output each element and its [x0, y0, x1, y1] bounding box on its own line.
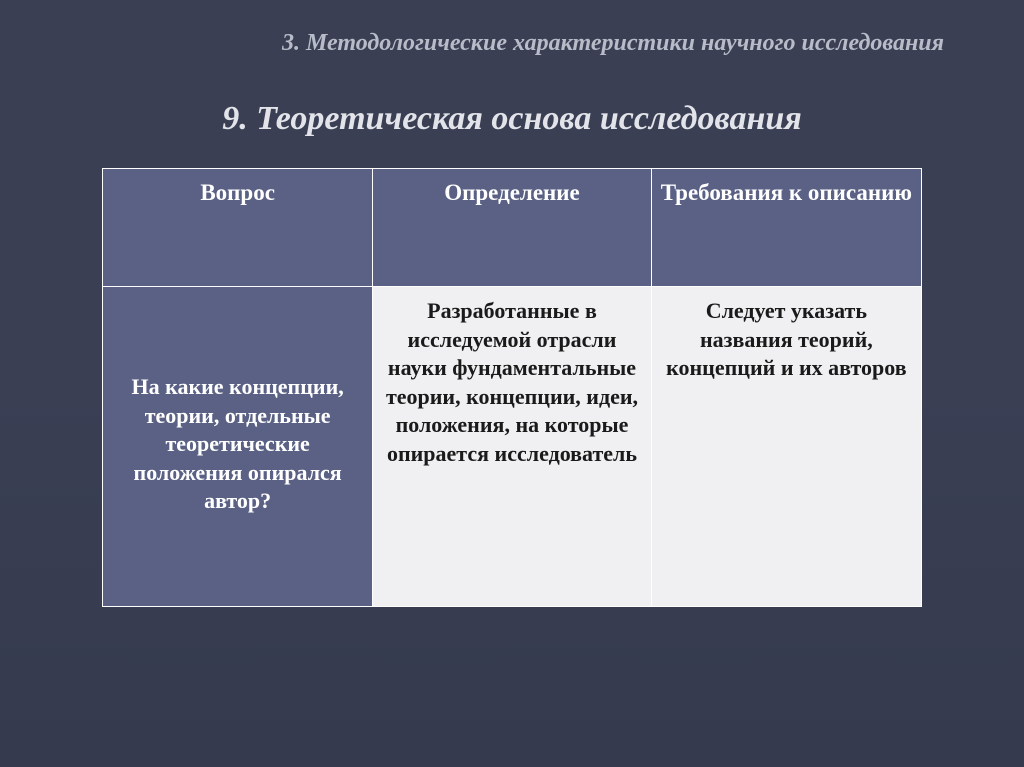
- table-container: Вопрос Определение Требования к описанию…: [102, 168, 922, 607]
- content-table: Вопрос Определение Требования к описанию…: [102, 168, 922, 607]
- cell-definition: Разработанные в исследуемой отрасли наук…: [373, 287, 651, 607]
- table-header-row: Вопрос Определение Требования к описанию: [103, 169, 922, 287]
- header-definition: Определение: [373, 169, 651, 287]
- header-requirements: Требования к описанию: [651, 169, 921, 287]
- table-row: На какие концепции, теории, отдельные те…: [103, 287, 922, 607]
- header-question: Вопрос: [103, 169, 373, 287]
- cell-requirements: Следует указать названия теорий, концепц…: [651, 287, 921, 607]
- slide: 3. Методологические характеристики научн…: [0, 0, 1024, 767]
- slide-pretitle: 3. Методологические характеристики научн…: [40, 28, 944, 58]
- slide-title: 9. Теоретическая основа исследования: [40, 100, 984, 138]
- cell-question: На какие концепции, теории, отдельные те…: [103, 287, 373, 607]
